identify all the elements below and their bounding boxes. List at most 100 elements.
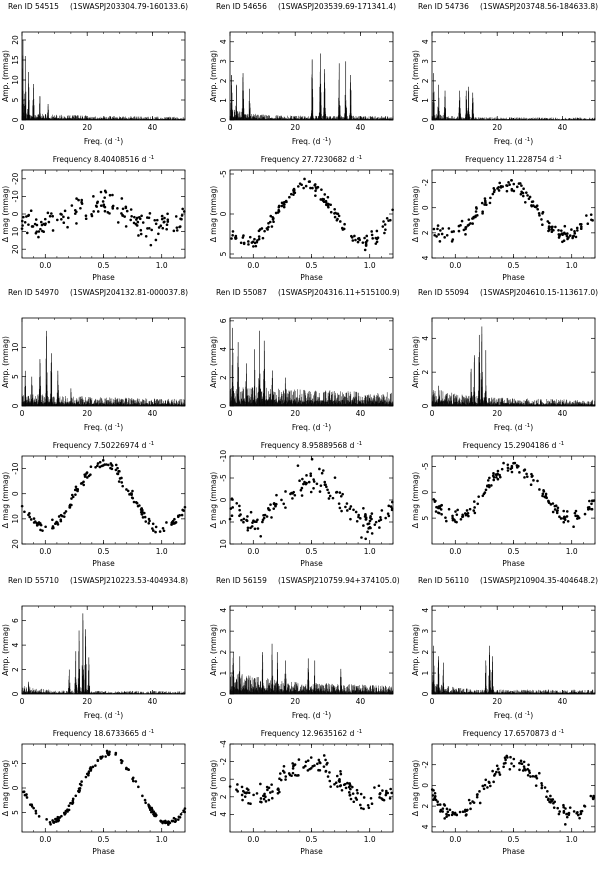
x-axis-label: Freq. (d -1) — [84, 423, 123, 432]
phase-point — [253, 241, 257, 245]
y-tick-label: -2 — [219, 758, 228, 766]
ren-id-label: Ren ID 55710 — [8, 576, 59, 585]
phase-point — [30, 805, 34, 808]
phase-point — [39, 227, 42, 231]
ren-id-label: Ren ID 55094 — [418, 288, 469, 297]
phase-point — [506, 463, 510, 467]
y-tick-label: 20 — [11, 539, 20, 549]
phase-point — [105, 463, 108, 466]
phase-point — [277, 208, 281, 212]
phase-point — [537, 212, 541, 215]
phase-point — [265, 515, 269, 518]
phase-point — [445, 812, 448, 816]
phase-point — [22, 790, 25, 794]
phase-point — [51, 518, 54, 522]
ren-id-label: Ren ID 56159 — [216, 576, 267, 585]
phase-point — [314, 189, 317, 193]
phase-point — [461, 810, 465, 813]
y-tick-label: 3 — [421, 59, 430, 64]
x-tick-label: 0 — [228, 123, 233, 132]
phase-point — [259, 534, 263, 538]
phase-point — [75, 222, 78, 225]
phase-point — [583, 512, 587, 516]
phase-point — [498, 773, 502, 776]
phase-point — [341, 492, 344, 496]
phase-point — [175, 229, 179, 232]
phase-point — [132, 500, 136, 504]
phase-point — [503, 756, 507, 760]
phase-point — [101, 755, 104, 758]
y-axis-label: Amp. (mmag) — [209, 336, 218, 388]
phase-point — [119, 758, 123, 762]
phase-point — [368, 519, 372, 523]
phase-point — [51, 214, 54, 218]
phase-point — [170, 523, 173, 526]
phase-point — [175, 226, 179, 229]
y-tick-label: 4 — [219, 812, 228, 817]
phase-point — [391, 500, 394, 504]
phase-point — [312, 478, 315, 481]
phase-point — [178, 513, 182, 517]
phase-point — [489, 784, 492, 788]
phase-point — [282, 764, 286, 768]
phase-point — [144, 520, 148, 523]
phase-point — [339, 784, 343, 787]
phase-point — [492, 472, 495, 475]
x-tick-label: 0 — [228, 697, 233, 706]
phase-point — [370, 230, 373, 233]
phase-point — [441, 227, 445, 230]
phase-point — [344, 505, 347, 509]
phase-point — [387, 514, 391, 518]
y-axis-label: Amp. (mmag) — [411, 624, 420, 676]
phase-point — [536, 207, 540, 211]
y-tick-label: 2 — [421, 370, 430, 375]
phase-point — [541, 494, 544, 498]
x-tick-label: 0.5 — [98, 547, 110, 556]
phase-point — [46, 211, 50, 215]
x-tick-label: 0.0 — [247, 547, 259, 556]
phase-point — [491, 474, 495, 478]
y-tick-label: 0 — [11, 403, 20, 408]
phase-point — [534, 205, 538, 209]
phase-point — [241, 236, 245, 239]
phase-point — [473, 511, 477, 515]
phase-point — [379, 515, 382, 519]
phase-point — [550, 227, 554, 231]
phase-point — [78, 787, 82, 790]
phase-point — [512, 461, 515, 465]
phase-point — [85, 471, 89, 474]
phase-point — [297, 185, 300, 188]
phase-point — [255, 792, 259, 795]
x-axis-label: Freq. (d -1) — [292, 137, 331, 146]
phase-point — [130, 214, 133, 218]
phase-point — [116, 207, 119, 210]
phase-point — [136, 220, 140, 224]
phase-point — [382, 220, 385, 223]
phase-point — [541, 492, 545, 496]
phase-point — [298, 182, 302, 185]
phase-point — [147, 521, 151, 525]
phase-point — [586, 222, 590, 226]
phase-point — [349, 505, 353, 508]
phase-point — [492, 186, 496, 190]
phase-point — [366, 522, 370, 526]
frequency-title: Frequency 8.95889568 d -1 — [261, 441, 362, 450]
phase-point — [246, 526, 250, 530]
y-axis-label: Amp. (mmag) — [1, 50, 10, 102]
phase-point — [242, 234, 245, 237]
phase-point — [351, 792, 355, 795]
phase-point — [472, 216, 475, 220]
phase-point — [432, 227, 436, 231]
phase-point — [333, 476, 337, 479]
phase-point — [378, 791, 382, 795]
phase-point — [129, 218, 133, 222]
phase-point — [435, 235, 438, 238]
phase-point — [144, 801, 147, 805]
phase-point — [524, 768, 527, 772]
y-tick-label: 1 — [421, 670, 430, 675]
phase-point — [269, 503, 272, 506]
phase-point — [589, 794, 593, 798]
phase-point — [90, 213, 93, 216]
phase-point — [303, 480, 306, 484]
phase-point — [28, 803, 32, 806]
